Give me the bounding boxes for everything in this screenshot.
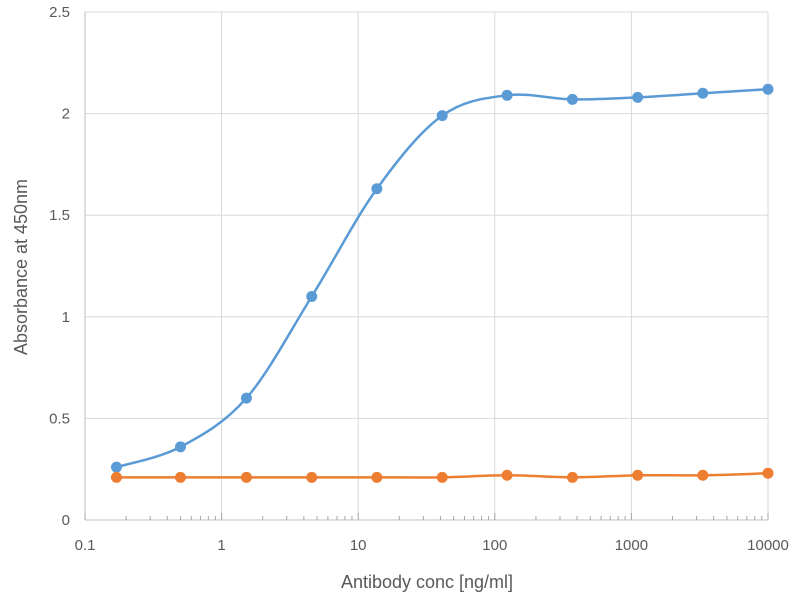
x-tick-label: 1000 (615, 537, 648, 554)
data-point (501, 469, 513, 481)
data-point (174, 471, 186, 483)
gridlines (85, 11, 769, 520)
data-point (371, 471, 383, 483)
x-tick-label: 10 (350, 537, 367, 554)
data-point (174, 441, 186, 453)
data-point (306, 471, 318, 483)
data-point (697, 469, 709, 481)
data-point (240, 392, 252, 404)
series-group (110, 83, 774, 483)
x-tick-label: 1 (217, 537, 225, 554)
x-tick-label: 0.1 (75, 537, 96, 554)
data-point (371, 183, 383, 195)
data-point (436, 110, 448, 122)
y-tick-label: 2 (62, 106, 70, 123)
series-line (116, 87, 769, 469)
axes (84, 12, 769, 521)
data-point (436, 471, 448, 483)
data-point (566, 471, 578, 483)
y-tick-label: 1 (62, 309, 70, 326)
data-point (566, 93, 578, 105)
x-tick-label: 100 (482, 537, 507, 554)
y-tick-label: 0.5 (49, 410, 70, 427)
data-point (632, 91, 644, 103)
data-point (110, 471, 122, 483)
data-point (240, 471, 252, 483)
data-point (762, 83, 774, 95)
x-tick-label: 10000 (747, 537, 789, 554)
data-point (501, 89, 513, 101)
data-point (110, 461, 122, 473)
tick-labels: 0 0.5 1 1.5 2 2.5 0.1 1 10 100 1000 10000 (49, 4, 789, 554)
y-axis-title: Absorbance at 450nm (11, 179, 31, 355)
y-tick-label: 2.5 (49, 4, 70, 21)
data-point (632, 469, 644, 481)
y-tick-label: 0 (62, 512, 70, 529)
y-tick-label: 1.5 (49, 207, 70, 224)
data-point (762, 467, 774, 479)
series-1 (110, 83, 774, 473)
data-point (306, 290, 318, 302)
data-point (697, 87, 709, 99)
x-axis-title: Antibody conc [ng/ml] (341, 572, 513, 592)
series-2 (110, 467, 774, 483)
